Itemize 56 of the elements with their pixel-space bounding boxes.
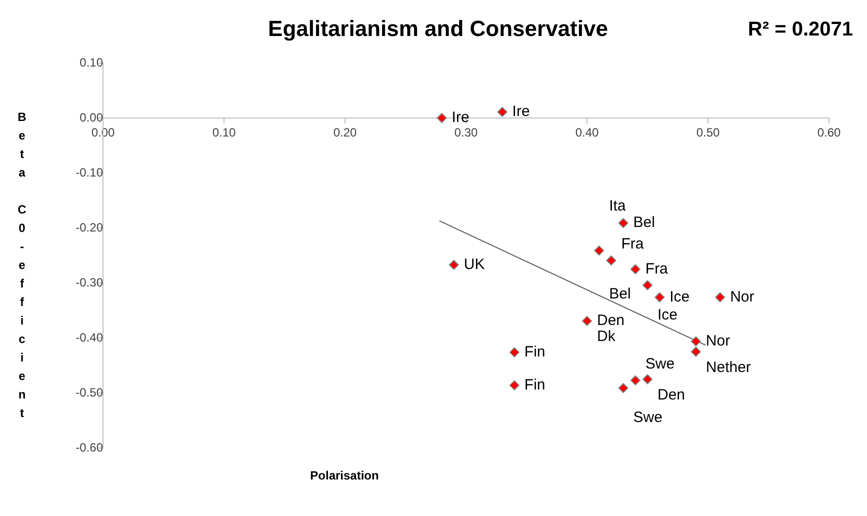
annotation: Fin [524,343,546,360]
annotation: Nor [706,332,730,350]
point [630,375,640,386]
text: Beta C0-efficient [18,110,26,420]
point [642,280,652,290]
x-axis-title: Polarisation [310,468,379,482]
chart-title: Egalitarianism and Conservative [268,16,608,42]
y-tick-label: 0.00 [80,110,104,124]
annotation: Ita [609,198,626,215]
point [654,292,665,302]
annotation: UK [464,256,485,273]
annotation: Fra [645,260,669,278]
annotation: Bel [609,286,631,303]
y-tick-label: 0.10 [80,55,104,70]
x-tick-label: 0.30 [454,126,478,140]
annotation: Swe [645,355,675,372]
point [509,347,520,358]
y-tick-label: -0.40 [76,330,104,344]
point [594,246,604,256]
x-tick-label: 0.60 [817,126,841,140]
x-tick-label: 0.40 [575,126,599,140]
point [618,218,628,228]
x-tick-label: 0.10 [212,126,236,140]
x-tick-label: 0.50 [696,126,720,140]
annotation: Dk [597,328,616,346]
point [509,380,520,390]
x-tick-label: 0.20 [333,126,357,140]
point [582,316,592,326]
point [448,260,459,270]
annotation: Ire [452,109,470,126]
y-tick-label: -0.10 [76,165,104,180]
y-tick-label: -0.60 [76,440,104,454]
annotation: Swe [633,409,662,426]
point [715,292,726,302]
text: R² = 0.2071 [748,18,853,41]
point [436,113,447,123]
annotation: Fra [621,236,644,253]
y-tick-label: -0.30 [76,275,104,290]
point [497,106,508,117]
point [642,374,652,384]
point [690,336,701,346]
annotation: Ice [658,306,678,324]
annotation: Nor [730,288,754,306]
point [630,264,640,274]
annotation: Fin [524,376,546,394]
annotation: Den [658,386,686,404]
annotation: Ice [670,288,690,306]
point [690,346,701,357]
y-tick-label: -0.50 [76,385,104,400]
annotation: Ire [512,103,530,120]
y-tick-label: -0.20 [76,220,104,234]
point [606,255,616,266]
point [618,383,628,394]
annotation: Den [597,312,625,330]
annotation: Bel [633,214,655,232]
annotation: Nether [706,358,751,376]
